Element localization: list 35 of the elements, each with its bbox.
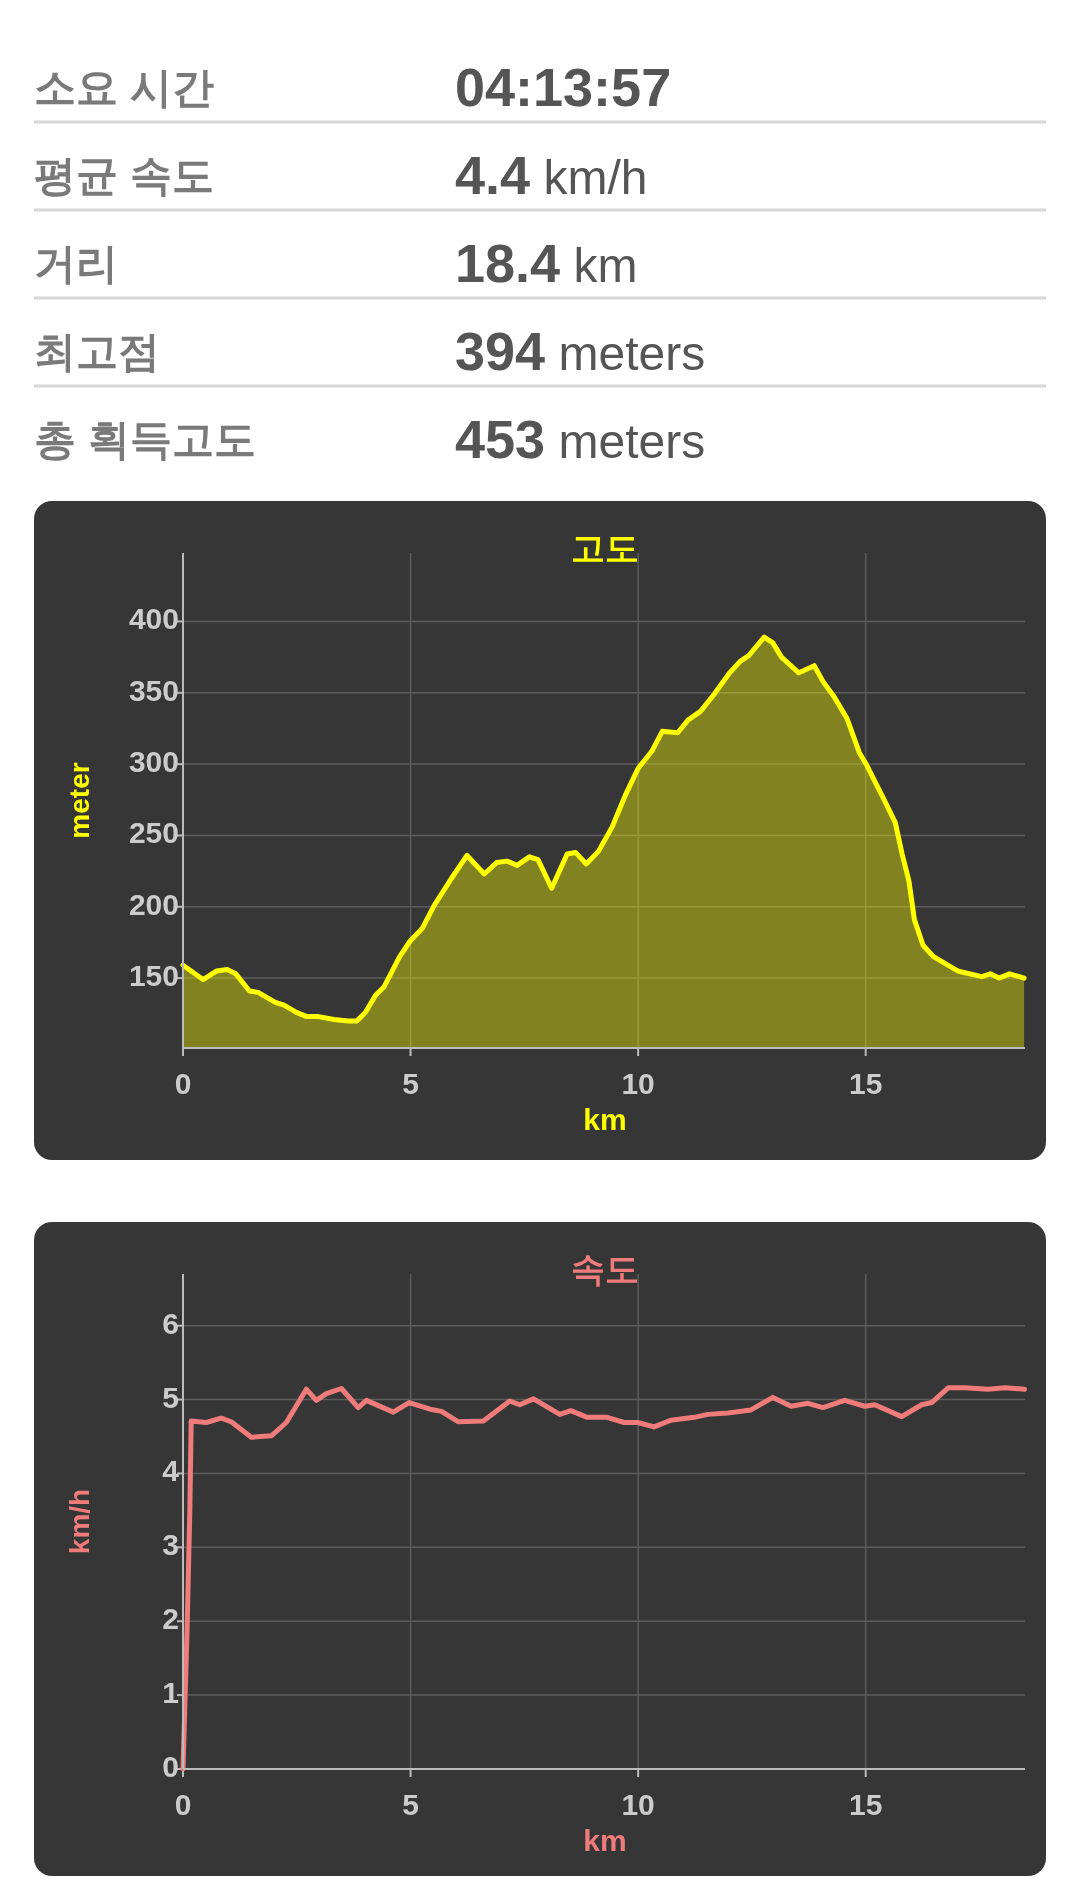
y-axis-title: meter bbox=[64, 762, 96, 839]
x-axis-title: km bbox=[583, 1102, 627, 1136]
text: 거리 bbox=[34, 240, 118, 287]
text: 18.4 km bbox=[455, 233, 638, 293]
x-tick-label: 10 bbox=[621, 1066, 655, 1100]
y-tick-label: 4 bbox=[162, 1454, 180, 1488]
text: 4.4 km/h bbox=[455, 145, 648, 205]
x-axis-title: km bbox=[583, 1823, 627, 1857]
y-tick-label: 400 bbox=[128, 602, 179, 636]
x-tick-label: 15 bbox=[849, 1066, 883, 1100]
y-axis-title: km/h bbox=[64, 1488, 96, 1555]
text: 394 meters bbox=[455, 321, 706, 381]
chart-title: 속도 bbox=[571, 1249, 639, 1288]
x-tick-label: 10 bbox=[621, 1787, 655, 1821]
y-tick-label: 350 bbox=[128, 673, 179, 707]
y-tick-label: 5 bbox=[162, 1380, 179, 1414]
text: 최고점 bbox=[34, 328, 160, 375]
y-tick-label: 200 bbox=[128, 887, 179, 921]
y-tick-label: 1 bbox=[162, 1676, 179, 1710]
text: 평균 속도 bbox=[34, 152, 214, 199]
text: 총 획득고도 bbox=[34, 416, 256, 463]
y-tick-label: 2 bbox=[162, 1602, 179, 1636]
text: 453 meters bbox=[455, 409, 706, 469]
chart-title: 고도 bbox=[571, 528, 639, 567]
text: 소요 시간 bbox=[34, 64, 214, 111]
y-tick-label: 6 bbox=[162, 1306, 179, 1340]
y-tick-label: 0 bbox=[162, 1749, 179, 1783]
y-tick-label: 300 bbox=[128, 745, 179, 779]
x-tick-label: 5 bbox=[402, 1066, 419, 1100]
y-tick-label: 150 bbox=[128, 959, 179, 993]
x-tick-label: 15 bbox=[849, 1787, 883, 1821]
x-tick-label: 5 bbox=[402, 1787, 419, 1821]
y-tick-label: 250 bbox=[128, 816, 179, 850]
y-tick-label: 3 bbox=[162, 1528, 179, 1562]
text: 04:13:57 bbox=[455, 57, 672, 117]
